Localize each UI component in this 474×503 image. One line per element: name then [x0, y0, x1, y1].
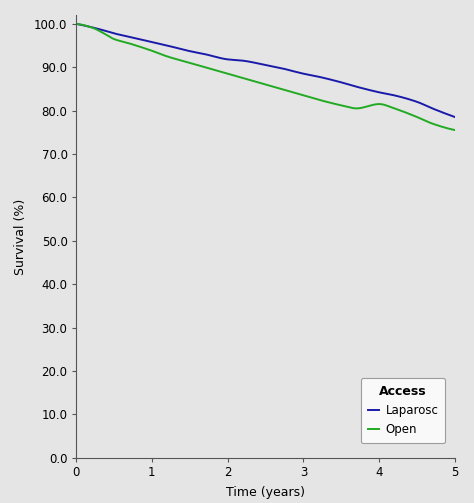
Y-axis label: Survival (%): Survival (%) — [14, 198, 27, 275]
Legend: Laparosc, Open: Laparosc, Open — [361, 378, 446, 443]
X-axis label: Time (years): Time (years) — [226, 486, 305, 499]
